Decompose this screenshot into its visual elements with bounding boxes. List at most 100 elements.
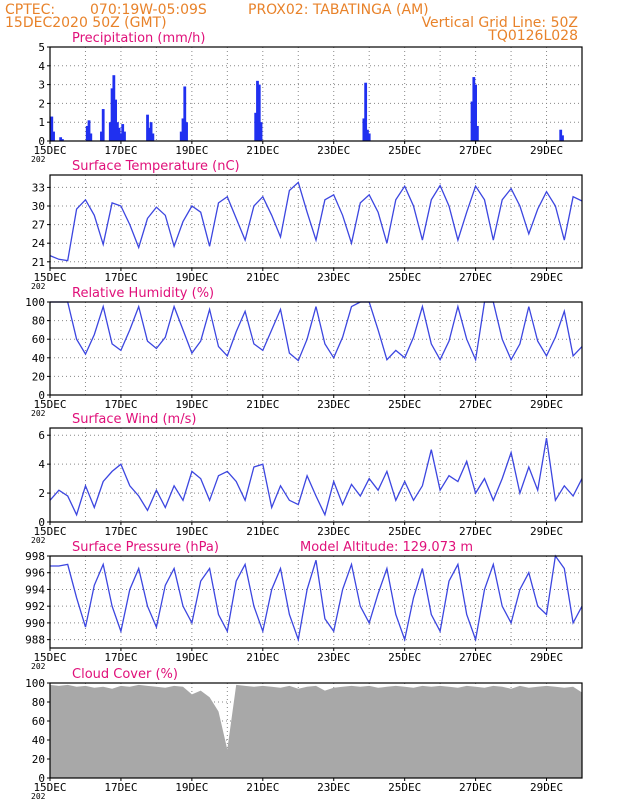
y-tick-label: 0 <box>38 389 45 402</box>
precip-bar <box>149 122 153 141</box>
y-tick-label: 60 <box>32 715 45 728</box>
precip-bar <box>87 120 91 141</box>
precip-bar <box>121 124 125 141</box>
precip-bar <box>472 77 476 141</box>
x-tick-label: 21DEC <box>246 398 279 411</box>
precip-bar <box>89 133 93 141</box>
x-tick-label: 27DEC <box>459 271 492 284</box>
x-tick-label: 25DEC <box>388 398 421 411</box>
precip-bar <box>364 82 368 141</box>
precip-bar <box>183 86 187 141</box>
precip-bar <box>112 75 116 141</box>
y-tick-label: 3 <box>38 79 45 92</box>
y-tick-label: 2 <box>38 487 45 500</box>
y-tick-label: 996 <box>25 567 45 580</box>
x-tick-label: 29DEC <box>530 398 563 411</box>
x-tick-label: 21DEC <box>246 144 279 157</box>
x-tick-label: 25DEC <box>388 525 421 538</box>
year-label: 202 <box>31 409 46 418</box>
panel-title: Relative Humidity (%) <box>72 286 214 301</box>
x-tick-label: 27DEC <box>459 144 492 157</box>
panel-frame <box>49 301 583 396</box>
x-tick-label: 29DEC <box>530 144 563 157</box>
x-tick-label: 21DEC <box>246 271 279 284</box>
y-tick-label: 27 <box>32 219 45 232</box>
precip-bar <box>179 131 183 141</box>
precip-bar <box>147 127 151 141</box>
x-tick-label: 19DEC <box>175 781 208 794</box>
x-tick-label: 19DEC <box>175 651 208 664</box>
x-tick-label: 19DEC <box>175 144 208 157</box>
precip-bar <box>181 118 185 141</box>
x-tick-label: 17DEC <box>104 144 137 157</box>
x-tick-label: 23DEC <box>317 398 350 411</box>
x-tick-label: 27DEC <box>459 525 492 538</box>
precip-bar <box>559 129 563 141</box>
y-tick-label: 100 <box>25 296 45 309</box>
precip-bar <box>117 127 121 141</box>
y-tick-label: 33 <box>32 181 45 194</box>
panel-5: 0 20 40 60 80 100 15DEC 17DEC 19DEC 21DEC 23DEC 25D… <box>25 667 583 800</box>
y-tick-label: 988 <box>25 634 45 647</box>
y-tick-label: 30 <box>32 200 45 213</box>
series-line <box>50 301 583 363</box>
precip-bar <box>259 122 263 141</box>
precip-bar <box>50 116 54 141</box>
precip-bar <box>101 109 105 141</box>
panel-title: Surface Pressure (hPa) <box>72 540 219 555</box>
panel-frame <box>49 682 583 779</box>
header-date: 15DEC2020 50Z (GMT) <box>5 15 167 31</box>
x-tick-label: 25DEC <box>388 271 421 284</box>
precip-bar <box>59 137 63 141</box>
precip-bar <box>256 80 259 141</box>
x-tick-label: 15DEC <box>33 525 66 538</box>
y-tick-label: 80 <box>32 315 45 328</box>
x-tick-label: 15DEC <box>33 271 66 284</box>
precip-bar <box>367 133 371 141</box>
precip-bar <box>100 131 103 141</box>
precip-bar <box>119 133 123 141</box>
x-tick-label: 25DEC <box>388 651 421 664</box>
panel-2: 0 20 40 60 80 100 15DEC 17DEC 19DEC 21DEC 23DEC 25D… <box>25 286 583 418</box>
panel-3: 0 2 4 6 15DEC 17DEC 19DEC 21DEC 23DEC 25DEC 27DEC 2… <box>31 412 583 545</box>
header-station: PROX02: TABATINGA (AM) <box>248 2 429 18</box>
x-tick-label: 17DEC <box>104 781 137 794</box>
y-tick-label: 5 <box>38 41 45 54</box>
panel-frame <box>49 555 583 649</box>
y-tick-label: 80 <box>32 696 45 709</box>
y-tick-label: 992 <box>25 600 45 613</box>
x-tick-label: 17DEC <box>104 398 137 411</box>
x-tick-label: 25DEC <box>388 781 421 794</box>
precip-bar <box>114 99 118 141</box>
precip-bar <box>366 129 369 141</box>
y-tick-label: 0 <box>38 516 45 529</box>
precip-bar <box>257 84 261 141</box>
y-tick-label: 0 <box>38 772 45 785</box>
x-tick-label: 19DEC <box>175 398 208 411</box>
precip-bar <box>123 131 126 141</box>
y-tick-label: 990 <box>25 617 45 630</box>
cloud-cover-area <box>50 684 582 778</box>
x-tick-label: 17DEC <box>104 271 137 284</box>
x-tick-label: 23DEC <box>317 651 350 664</box>
precip-bar <box>110 88 114 141</box>
x-tick-label: 27DEC <box>459 781 492 794</box>
y-tick-label: 21 <box>32 256 45 269</box>
year-label: 202 <box>31 792 46 800</box>
series-line <box>49 437 583 517</box>
panels-group: 0 1 2 3 4 5 15DEC 17DEC 19DEC 21DEC 23DEC 25DEC 27DE… <box>25 31 583 800</box>
y-tick-label: 4 <box>38 458 45 471</box>
panel-title: Precipitation (mm/h) <box>72 31 205 46</box>
x-tick-label: 29DEC <box>530 271 563 284</box>
precip-bar <box>108 122 112 141</box>
series-line <box>49 181 583 262</box>
precip-bar <box>362 118 366 141</box>
x-tick-label: 27DEC <box>459 398 492 411</box>
y-tick-label: 60 <box>32 333 45 346</box>
x-tick-label: 17DEC <box>104 525 137 538</box>
x-tick-label: 15DEC <box>33 651 66 664</box>
precip-bar <box>561 135 564 141</box>
panel-0: 0 1 2 3 4 5 15DEC 17DEC 19DEC 21DEC 23DEC 25DEC 27DE… <box>31 31 583 164</box>
panel-title: Cloud Cover (%) <box>72 667 178 682</box>
